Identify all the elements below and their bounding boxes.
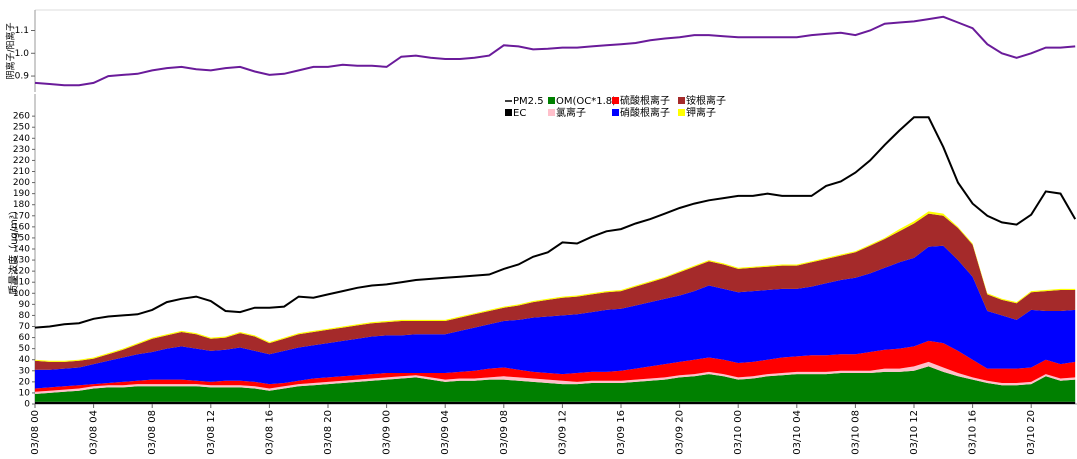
area <box>35 361 1076 394</box>
y-tick-label: 140 <box>13 245 30 255</box>
legend-label: OM(OC*1.8) <box>556 96 616 107</box>
y-label: 质量浓度（ug/m³） <box>7 205 20 295</box>
y-tick-label: 220 <box>13 156 30 166</box>
x-tick-label: 03/10 04 <box>792 410 803 455</box>
y-tick-label: 160 <box>13 222 30 232</box>
y-tick-label: 240 <box>13 134 30 144</box>
area <box>35 340 1076 392</box>
area <box>35 366 1076 402</box>
x-tick-label: 03/08 08 <box>147 410 158 455</box>
legend-swatch <box>548 97 555 104</box>
x-tick-label: 03/09 20 <box>675 410 686 455</box>
line <box>34 116 1077 329</box>
x-tick-label: 03/10 16 <box>968 410 979 455</box>
x-tick-label: 03/10 12 <box>909 410 920 455</box>
x-tick-label: 03/09 00 <box>382 410 393 455</box>
x-tick-label: 03/08 00 <box>30 410 41 455</box>
y-tick-label: 180 <box>13 200 30 210</box>
legend-label: 硫酸根离子 <box>620 94 670 107</box>
y-tick-label: 250 <box>13 123 30 133</box>
y-tick-label: 190 <box>13 189 30 199</box>
x-tick-label: 03/10 08 <box>850 410 861 455</box>
legend-label: 铵根离子 <box>686 94 726 107</box>
legend-swatch <box>505 109 512 116</box>
x-tick-label: 03/09 12 <box>557 410 568 455</box>
y-tick-label: 130 <box>13 256 30 266</box>
y-tick-label: 60 <box>19 333 31 343</box>
y-tick-label: 100 <box>13 289 30 299</box>
y-tick-label: 170 <box>13 211 30 221</box>
x-tick-label: 03/09 16 <box>616 410 627 455</box>
area <box>35 401 1076 404</box>
legend-label: PM2.5 <box>513 96 544 107</box>
legend-label: EC <box>513 108 526 119</box>
y-tick-label: 120 <box>13 267 30 277</box>
x-tick-label: 03/10 00 <box>733 410 744 455</box>
y-tick-label: 0.9 <box>15 72 30 82</box>
area <box>35 245 1076 389</box>
legend-swatch <box>612 109 619 116</box>
y-tick-label: 50 <box>19 344 31 354</box>
legend-swatch <box>678 109 685 116</box>
legend-label: 氯离子 <box>556 106 586 119</box>
x-tick-label: 03/08 12 <box>206 410 217 455</box>
y-tick-label: 30 <box>19 366 31 376</box>
x-tick-label: 03/08 04 <box>89 410 100 455</box>
y-tick-label: 80 <box>19 311 31 321</box>
y-tick-label: 20 <box>19 377 31 387</box>
y-tick-label: 110 <box>13 278 30 288</box>
line <box>34 15 1076 87</box>
x-tick-label: 03/10 20 <box>1026 410 1037 455</box>
y-tick-label: 230 <box>13 145 30 155</box>
x-tick-label: 03/08 20 <box>323 410 334 455</box>
y-tick-label: 40 <box>19 355 31 365</box>
legend-label: 硝酸根离子 <box>620 106 670 119</box>
legend-swatch <box>612 97 619 104</box>
y-tick-label: 10 <box>19 388 31 398</box>
legend-swatch <box>548 109 555 116</box>
y-tick-label: 150 <box>13 233 30 243</box>
y-tick-label: 1.1 <box>15 26 29 36</box>
legend-label: 钾离子 <box>686 106 716 119</box>
y-tick-label: 260 <box>13 112 30 122</box>
y-tick-label: 1.0 <box>15 49 30 59</box>
top-y-label: 阴离子/阳离子 <box>5 22 17 79</box>
y-tick-label: 90 <box>19 300 31 310</box>
x-tick-label: 03/09 08 <box>499 410 510 455</box>
y-tick-label: 210 <box>13 167 30 177</box>
y-tick-label: 200 <box>13 178 30 188</box>
y-tick-label: 70 <box>19 322 31 332</box>
y-tick-label: 0 <box>24 400 30 410</box>
legend-swatch <box>678 97 685 104</box>
x-tick-label: 03/09 04 <box>440 410 451 455</box>
x-tick-label: 03/08 16 <box>264 410 275 455</box>
